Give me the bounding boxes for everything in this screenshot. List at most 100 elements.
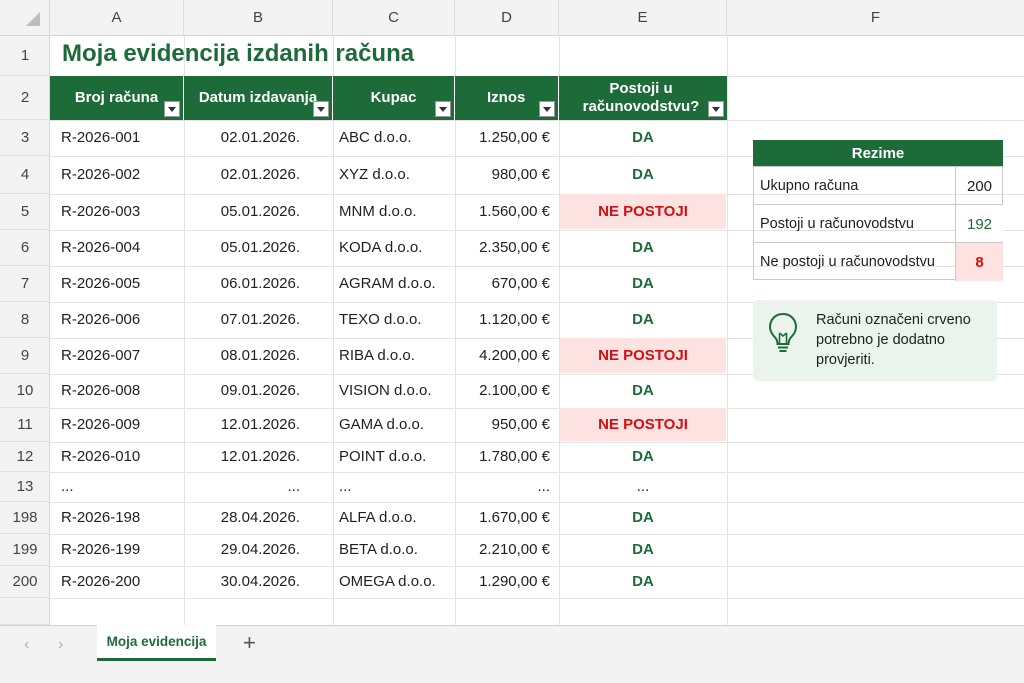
row-header[interactable]: 8: [0, 302, 50, 338]
cell-status[interactable]: DA: [632, 382, 654, 399]
cell-status[interactable]: DA: [632, 311, 654, 328]
row-header[interactable]: 4: [0, 156, 50, 194]
cell-kupac[interactable]: BETA d.o.o.: [339, 541, 418, 558]
summary-row-total[interactable]: Ukupno računa 200: [753, 166, 1003, 205]
row-header[interactable]: 6: [0, 230, 50, 266]
select-all-corner[interactable]: [0, 0, 50, 36]
filter-dropdown-icon[interactable]: [313, 101, 329, 117]
cell-datum[interactable]: 12.01.2026.: [220, 448, 300, 465]
cell-kupac[interactable]: XYZ d.o.o.: [339, 166, 410, 183]
cell-broj-racuna[interactable]: R-2026-003: [61, 203, 141, 220]
cell-broj-racuna[interactable]: R-2026-008: [61, 382, 141, 399]
add-sheet-button[interactable]: +: [243, 630, 256, 655]
cell-datum[interactable]: ...: [287, 478, 300, 495]
row-header[interactable]: 11: [0, 408, 50, 442]
cell-broj-racuna[interactable]: R-2026-004: [61, 239, 141, 256]
cell-status[interactable]: ...: [636, 478, 650, 495]
cell-datum[interactable]: 28.04.2026.: [220, 509, 300, 526]
cell-kupac[interactable]: GAMA d.o.o.: [339, 416, 425, 433]
filter-dropdown-icon[interactable]: [435, 101, 451, 117]
filter-dropdown-icon[interactable]: [539, 101, 555, 117]
cell-iznos[interactable]: 2.210,00 €: [479, 541, 550, 558]
column-header-d[interactable]: D: [455, 0, 559, 36]
row-header[interactable]: 5: [0, 194, 50, 230]
column-header-f[interactable]: F: [870, 9, 881, 26]
row-header[interactable]: [0, 598, 50, 625]
sheet-tab-moja-evidencija[interactable]: Moja evidencija: [97, 625, 216, 661]
cell-kupac[interactable]: MNM d.o.o.: [339, 203, 417, 220]
cell-broj-racuna[interactable]: R-2026-002: [61, 166, 141, 183]
cell-status[interactable]: NE POSTOJI: [560, 194, 726, 229]
cell-iznos[interactable]: 1.670,00 €: [479, 509, 550, 526]
column-header-c[interactable]: C: [333, 0, 455, 36]
cell-iznos[interactable]: 2.350,00 €: [479, 239, 550, 256]
cell-datum[interactable]: 30.04.2026.: [220, 573, 300, 590]
cell-broj-racuna[interactable]: R-2026-200: [61, 573, 141, 590]
row-header[interactable]: 12: [0, 442, 50, 472]
cell-status[interactable]: DA: [632, 275, 654, 292]
cell-status[interactable]: DA: [632, 509, 654, 526]
cell-broj-racuna[interactable]: ...: [61, 478, 74, 495]
cell-status[interactable]: NE POSTOJI: [560, 408, 726, 441]
row-header[interactable]: 9: [0, 338, 50, 374]
cell-broj-racuna[interactable]: R-2026-199: [61, 541, 141, 558]
cell-broj-racuna[interactable]: R-2026-009: [61, 416, 141, 433]
row-header[interactable]: 3: [0, 120, 50, 156]
cell-datum[interactable]: 02.01.2026.: [220, 129, 300, 146]
cell-broj-racuna[interactable]: R-2026-198: [61, 509, 141, 526]
cell-kupac[interactable]: ...: [339, 478, 352, 495]
column-header-a[interactable]: A: [50, 0, 184, 36]
row-header[interactable]: 13: [0, 472, 50, 502]
cell-iznos[interactable]: 1.560,00 €: [479, 203, 550, 220]
cell-status[interactable]: DA: [632, 129, 654, 146]
row-header[interactable]: 2: [0, 76, 50, 120]
cell-datum[interactable]: 08.01.2026.: [220, 347, 300, 364]
row-header[interactable]: 198: [0, 502, 50, 534]
cell-broj-racuna[interactable]: R-2026-005: [61, 275, 141, 292]
cell-kupac[interactable]: ABC d.o.o.: [339, 129, 412, 146]
row-header[interactable]: 10: [0, 374, 50, 408]
cell-broj-racuna[interactable]: R-2026-006: [61, 311, 141, 328]
cell-kupac[interactable]: OMEGA d.o.o.: [339, 573, 436, 590]
cell-datum[interactable]: 29.04.2026.: [220, 541, 300, 558]
cell-kupac[interactable]: KODA d.o.o.: [339, 239, 423, 256]
next-sheet-icon[interactable]: ›: [58, 636, 64, 653]
cell-status[interactable]: DA: [632, 166, 654, 183]
column-header-b[interactable]: B: [184, 0, 333, 36]
cell-iznos[interactable]: 2.100,00 €: [479, 382, 550, 399]
cell-datum[interactable]: 09.01.2026.: [220, 382, 300, 399]
cell-kupac[interactable]: ALFA d.o.o.: [339, 509, 417, 526]
cell-status[interactable]: NE POSTOJI: [560, 338, 726, 373]
cell-datum[interactable]: 12.01.2026.: [220, 416, 300, 433]
cell-datum[interactable]: 05.01.2026.: [220, 203, 300, 220]
cell-iznos[interactable]: 1.120,00 €: [479, 311, 550, 328]
cell-broj-racuna[interactable]: R-2026-007: [61, 347, 141, 364]
cell-iznos[interactable]: 1.290,00 €: [479, 573, 550, 590]
cell-iznos[interactable]: 950,00 €: [491, 416, 550, 433]
cell-datum[interactable]: 05.01.2026.: [220, 239, 300, 256]
summary-row-missing[interactable]: Ne postoji u računovodstvu 8: [753, 242, 1003, 281]
cell-iznos[interactable]: 4.200,00 €: [479, 347, 550, 364]
summary-row-exists[interactable]: Postoji u računovodstvu 192: [753, 204, 1003, 243]
cell-status[interactable]: DA: [632, 448, 654, 465]
cell-kupac[interactable]: RIBA d.o.o.: [339, 347, 415, 364]
cell-status[interactable]: DA: [632, 573, 654, 590]
filter-dropdown-icon[interactable]: [164, 101, 180, 117]
row-header[interactable]: 1: [0, 36, 50, 76]
cell-kupac[interactable]: POINT d.o.o.: [339, 448, 427, 465]
cell-kupac[interactable]: AGRAM d.o.o.: [339, 275, 436, 292]
cell-datum[interactable]: 02.01.2026.: [220, 166, 300, 183]
cell-broj-racuna[interactable]: R-2026-010: [61, 448, 141, 465]
cell-datum[interactable]: 07.01.2026.: [220, 311, 300, 328]
row-header[interactable]: 7: [0, 266, 50, 302]
cell-kupac[interactable]: VISION d.o.o.: [339, 382, 432, 399]
cell-status[interactable]: DA: [632, 239, 654, 256]
cell-broj-racuna[interactable]: R-2026-001: [61, 129, 141, 146]
cell-grid[interactable]: [50, 36, 1024, 625]
cell-iznos[interactable]: 1.780,00 €: [479, 448, 550, 465]
prev-sheet-icon[interactable]: ‹: [24, 636, 30, 653]
cell-iznos[interactable]: 670,00 €: [491, 275, 550, 292]
cell-iznos[interactable]: 980,00 €: [491, 166, 550, 183]
row-header[interactable]: 200: [0, 566, 50, 598]
filter-dropdown-icon[interactable]: [708, 101, 724, 117]
